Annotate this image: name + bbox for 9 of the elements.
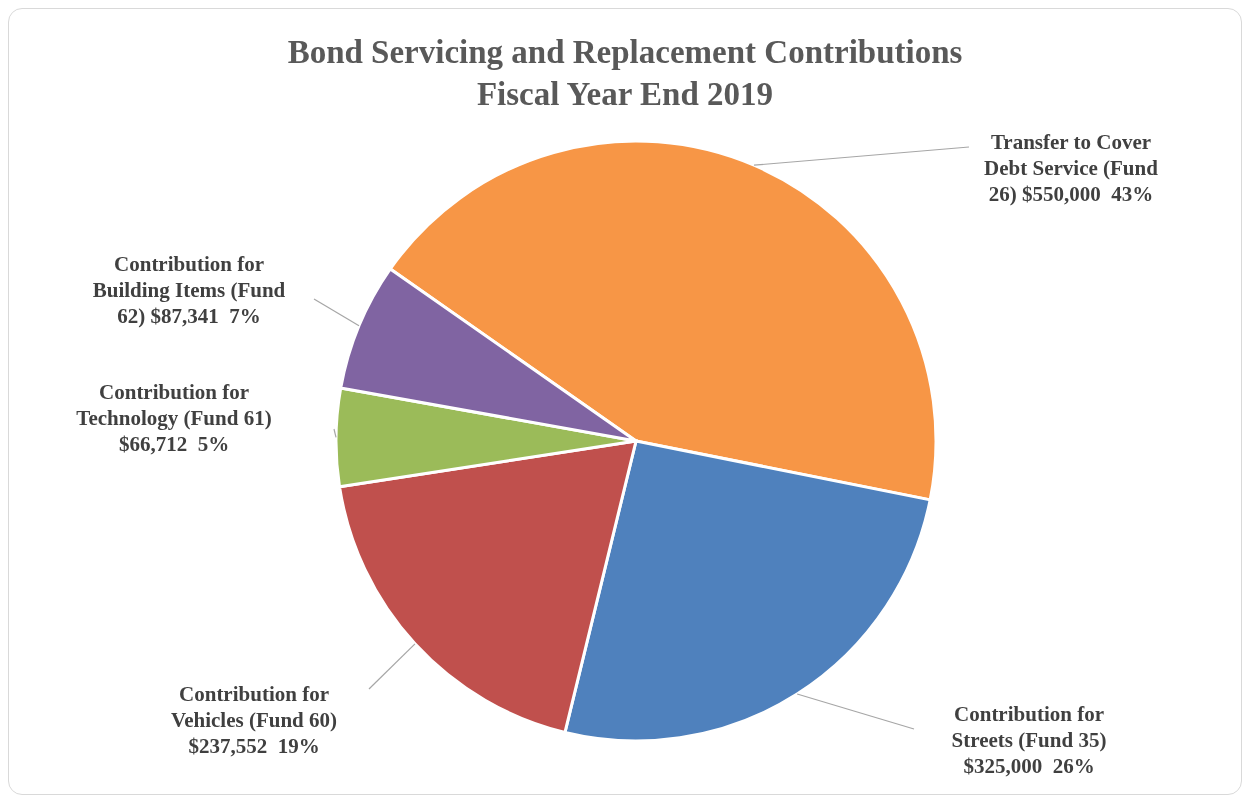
slice-label: Transfer to Cover Debt Service (Fund 26) $550,000 43%	[984, 130, 1159, 206]
chart-title: Bond Servicing and Replacement Contributions Fiscal Year End 2019	[286, 33, 964, 114]
slice-label: Contribution for Building Items (Fund 62) $87,341 7%	[92, 252, 286, 328]
slice-label: Contribution for Vehicles (Fund 60)	[170, 682, 338, 732]
data-label: $325,000 26%	[963, 754, 1095, 778]
data-label: $66,712 5%	[118, 432, 230, 456]
slice-label: Contribution for Streets (Fund 35)	[951, 702, 1107, 752]
data-label: $237,552 19%	[188, 734, 320, 758]
slice-label: Contribution for Technology (Fund 61)	[76, 380, 272, 430]
